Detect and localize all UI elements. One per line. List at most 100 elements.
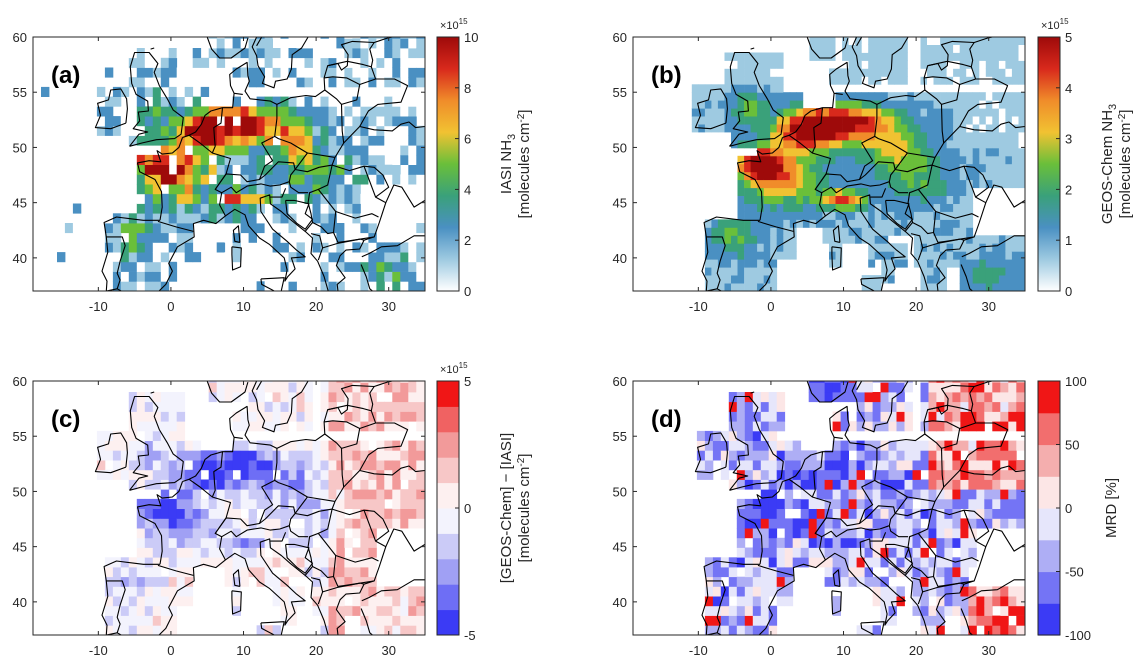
heatmap-cell — [953, 92, 960, 101]
heatmap-cell — [312, 586, 321, 597]
heatmap-cell — [824, 537, 833, 548]
heatmap-cell — [256, 135, 265, 146]
heatmap-cell — [704, 440, 714, 451]
heatmap-cell — [848, 37, 856, 45]
heatmap-cell — [760, 557, 770, 568]
heatmap-cell — [296, 392, 305, 403]
heatmap-cell — [763, 283, 771, 291]
heatmap-cell — [192, 489, 202, 500]
heatmap-cell — [796, 124, 804, 133]
heatmap-cell — [842, 92, 849, 101]
heatmap-cell — [392, 605, 401, 616]
colorbar-tick-label: 0 — [464, 284, 471, 299]
heatmap-cell — [1005, 92, 1013, 101]
heatmap-cell — [966, 163, 974, 173]
heatmap-cell — [368, 203, 377, 214]
heatmap-cell — [176, 508, 186, 519]
heatmap-cell — [136, 528, 146, 539]
heatmap-cell — [928, 518, 937, 529]
heatmap-cell — [711, 227, 719, 236]
heatmap-cell — [128, 460, 138, 471]
heatmap-cell — [312, 557, 321, 568]
heatmap-cell — [752, 411, 762, 422]
heatmap-cell — [744, 469, 754, 480]
y-tick-label: 50 — [13, 140, 27, 155]
heatmap-cell — [288, 203, 297, 214]
heatmap-cell — [770, 139, 778, 149]
heatmap-cell — [368, 281, 377, 291]
coastline — [961, 579, 1025, 602]
heatmap-cell — [944, 421, 953, 432]
heatmap-cell — [376, 479, 385, 490]
heatmap-cell — [936, 469, 945, 480]
heatmap-cell — [408, 48, 417, 59]
heatmap-cell — [952, 498, 961, 509]
heatmap-cell — [920, 440, 929, 451]
heatmap-cell — [96, 469, 106, 480]
heatmap-cell — [336, 116, 345, 127]
heatmap-cell — [757, 108, 764, 117]
heatmap-cell — [966, 52, 974, 61]
coastline — [360, 264, 374, 291]
heatmap-cell — [360, 440, 369, 451]
heatmap-cell — [985, 124, 993, 133]
heatmap-cell — [972, 132, 980, 141]
heatmap-cell — [750, 259, 758, 268]
heatmap-cell — [913, 203, 921, 212]
heatmap-cell — [907, 195, 915, 204]
heatmap-cell — [835, 171, 843, 181]
heatmap-cell — [256, 479, 265, 490]
heatmap-cell — [835, 259, 843, 268]
colorbar-units: [molecules cm-2] — [516, 454, 533, 563]
heatmap-cell — [312, 528, 321, 539]
heatmap-cell — [896, 508, 905, 519]
heatmap-cell — [789, 155, 797, 165]
heatmap-cell — [144, 440, 154, 451]
heatmap-cell — [136, 479, 146, 490]
heatmap-cell — [360, 518, 369, 529]
heatmap-cell — [840, 421, 849, 432]
heatmap-cell — [400, 450, 409, 461]
heatmap-cell — [736, 479, 746, 490]
heatmap-cell — [946, 37, 954, 45]
heatmap-cell — [776, 421, 786, 432]
heatmap-cell — [894, 100, 902, 109]
heatmap-cell — [304, 67, 313, 78]
heatmap-cell — [752, 557, 762, 568]
heatmap-cell — [160, 557, 170, 568]
heatmap-cell — [972, 92, 980, 101]
heatmap-cell — [776, 76, 784, 85]
heatmap-cell — [979, 139, 987, 149]
heatmap-cell — [736, 605, 746, 616]
heatmap-cell — [384, 450, 393, 461]
heatmap-cell — [120, 261, 130, 272]
heatmap-cell — [768, 576, 778, 587]
heatmap-cell — [104, 557, 114, 568]
heatmap-cell — [752, 392, 762, 403]
heatmap-cell — [184, 440, 194, 451]
heatmap-cell — [704, 605, 714, 616]
heatmap-cell — [176, 77, 186, 88]
heatmap-cell — [976, 440, 985, 451]
heatmap-cell — [296, 479, 305, 490]
heatmap-cell — [168, 116, 178, 127]
colorbar-exponent: ×1015 — [1041, 17, 1069, 32]
heatmap-cell — [416, 469, 425, 480]
heatmap-cell — [776, 498, 786, 509]
heatmap-cell — [912, 528, 921, 539]
heatmap-cell — [128, 116, 138, 127]
heatmap-cell — [120, 440, 130, 451]
country-border — [327, 404, 372, 412]
heatmap-cell — [881, 243, 889, 252]
heatmap-cell — [933, 44, 941, 53]
heatmap-cell — [336, 567, 345, 578]
heatmap-cell — [344, 421, 353, 432]
heatmap-cell — [160, 392, 170, 403]
colorbar-tick-label: 0 — [1065, 501, 1072, 516]
heatmap-cell — [966, 139, 974, 149]
heatmap-cell — [288, 508, 297, 519]
heatmap-cell — [152, 596, 162, 607]
heatmap-cell — [336, 450, 345, 461]
heatmap-cell — [752, 440, 762, 451]
heatmap-cell — [296, 145, 305, 156]
